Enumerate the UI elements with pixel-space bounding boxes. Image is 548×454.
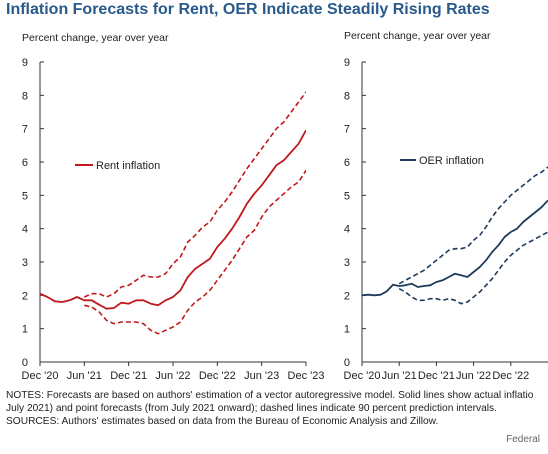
y-tick-label: 7 [344, 124, 350, 136]
y-axis-label: Percent change, year over year [344, 30, 491, 42]
y-tick-label: 3 [344, 257, 350, 269]
y-tick-label: 6 [22, 157, 28, 169]
y-tick-label: 7 [22, 124, 28, 136]
y-tick-label: 6 [344, 157, 350, 169]
x-tick-label: Dec '20 [344, 370, 381, 382]
chart-notes: NOTES: Forecasts are based on authors' e… [6, 389, 533, 428]
y-tick-label: 8 [344, 90, 350, 102]
notes-text-line2: July 2021) and point forecasts (from Jul… [6, 403, 497, 414]
y-axis-label: Percent change, year over year [22, 32, 169, 44]
series-line-main [40, 129, 306, 310]
legend-label: OER inflation [419, 155, 484, 167]
y-tick-label: 9 [22, 57, 28, 69]
series-line-upper-bound [83, 91, 306, 298]
y-tick-label: 3 [22, 257, 28, 269]
series-line-lower-bound [398, 231, 548, 305]
notes-text: NOTES: Forecasts are based on authors' e… [6, 390, 534, 401]
legend-label: Rent inflation [96, 160, 160, 172]
source-credit: Federal [506, 434, 540, 445]
y-tick-label: 0 [344, 357, 350, 369]
x-tick-label: Dec '21 [110, 370, 147, 382]
chart-panel-1: Percent change, year over year 0 1 2 3 4 5 6 7 8 9… [22, 32, 325, 382]
series-line-lower-bound [84, 169, 306, 335]
x-tick-label: Dec '21 [418, 370, 455, 382]
series-line-upper-bound [398, 166, 548, 285]
y-tick-label: 0 [22, 357, 28, 369]
y-tick-label: 2 [22, 290, 28, 302]
chart-title: Inflation Forecasts for Rent, OER Indica… [6, 1, 490, 18]
series-line-main [362, 199, 548, 297]
x-tick-label: Dec '20 [22, 370, 59, 382]
x-tick-label: Jun '21 [382, 370, 417, 382]
y-tick-label: 8 [22, 90, 28, 102]
x-tick-label: Jun '21 [67, 370, 102, 382]
y-tick-label: 4 [22, 224, 28, 236]
x-tick-label: Jun '23 [244, 370, 279, 382]
chart-panel-2: Percent change, year over year 0 1 2 3 4 5 6 7 8 9… [344, 30, 548, 382]
y-tick-label: 1 [22, 324, 28, 336]
x-tick-label: Dec '22 [199, 370, 236, 382]
y-tick-label: 9 [344, 57, 350, 69]
sources-text: SOURCES: Authors' estimates based on dat… [6, 416, 439, 427]
y-tick-label: 5 [22, 190, 28, 202]
x-tick-label: Dec '22 [492, 370, 529, 382]
y-tick-label: 1 [344, 324, 350, 336]
y-tick-label: 4 [344, 224, 350, 236]
y-tick-label: 2 [344, 290, 350, 302]
x-tick-label: Jun '22 [155, 370, 190, 382]
chart-canvas: Percent change, year over year 0 1 2 3 4 5 6 7 8 9… [22, 30, 548, 382]
y-tick-label: 5 [344, 190, 350, 202]
x-tick-label: Jun '22 [456, 370, 491, 382]
x-tick-label: Dec '23 [288, 370, 325, 382]
